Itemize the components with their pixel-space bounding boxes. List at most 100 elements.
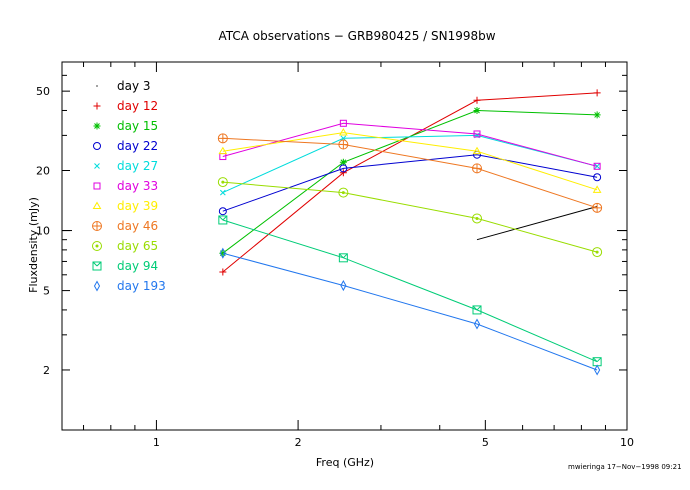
data-point: [219, 247, 226, 259]
data-point: [473, 130, 481, 138]
legend-item: day 33: [93, 179, 158, 193]
data-point: [593, 89, 601, 97]
data-point: [93, 122, 101, 130]
series-group: [217, 89, 603, 376]
series-line: [222, 122, 598, 167]
series-day-193: [219, 247, 601, 376]
series-day-65: [217, 177, 603, 258]
data-point: [473, 106, 481, 114]
data-point: [92, 221, 102, 231]
series-day-94: [218, 215, 602, 367]
data-point: [93, 102, 101, 110]
y-tick-label: 20: [36, 165, 50, 178]
x-tick-label: 10: [620, 436, 634, 449]
data-point: [218, 207, 227, 216]
legend: day 3 day 12 day 15 day 22 day 27 day 33 day 3…: [92, 79, 166, 293]
x-axis-ticks: 1 2 5 10: [83, 62, 634, 449]
data-point: [217, 133, 228, 144]
data-point: [472, 305, 482, 315]
series-line: [222, 137, 598, 209]
legend-item: day 193: [93, 279, 166, 293]
data-point: [93, 182, 101, 190]
data-point: [339, 164, 348, 173]
y-axis-ticks: 2 5 10 20 50: [36, 61, 627, 431]
x-tick-label: 1: [153, 436, 160, 449]
data-point: [93, 142, 101, 150]
legend-item: day 3: [96, 79, 151, 93]
series-line: [222, 181, 598, 253]
legend-item: day 12: [93, 99, 158, 113]
data-point: [594, 163, 600, 170]
legend-item: day 94: [92, 259, 158, 273]
data-point: [93, 280, 101, 292]
x-tick-label: 2: [295, 436, 302, 449]
data-point: [593, 111, 601, 119]
legend-item: day 15: [93, 119, 158, 133]
legend-item: day 46: [92, 219, 158, 233]
legend-label: day 27: [117, 159, 158, 173]
chart-title: ATCA observations − GRB980425 / SN1998bw: [218, 29, 495, 43]
x-axis-label: Freq (GHz): [316, 456, 374, 469]
y-tick-label: 2: [43, 364, 50, 377]
plot-frame: [61, 61, 628, 431]
series-line: [222, 219, 598, 363]
data-point: [593, 173, 602, 182]
legend-item: day 27: [94, 159, 158, 173]
series-line: [222, 154, 598, 212]
legend-item: day 65: [92, 239, 158, 253]
data-point: [473, 96, 481, 104]
data-point: [218, 215, 228, 225]
legend-item: day 22: [93, 139, 158, 153]
data-point: [593, 162, 601, 170]
data-point: [592, 202, 603, 213]
legend-label: day 39: [117, 199, 158, 213]
data-point: [219, 268, 227, 276]
legend-label: day 193: [117, 279, 166, 293]
legend-label: day 12: [117, 99, 158, 113]
y-axis-label: Fluxdensity (mJy): [27, 197, 40, 293]
data-point: [592, 247, 603, 258]
data-point: [94, 163, 100, 169]
data-point: [339, 169, 347, 177]
data-point: [218, 146, 228, 155]
series-line: [476, 206, 598, 241]
data-point: [96, 85, 98, 87]
legend-label: day 46: [117, 219, 158, 233]
data-point: [472, 146, 482, 155]
series-day-46: [217, 133, 603, 213]
x-tick-label: 5: [482, 436, 489, 449]
series-line: [222, 252, 598, 371]
data-point: [473, 318, 481, 330]
data-point: [339, 119, 347, 127]
data-point: [92, 201, 102, 209]
legend-label: day 15: [117, 119, 158, 133]
plot-frame-rect: [61, 61, 628, 431]
data-point: [219, 189, 226, 196]
data-point: [594, 364, 601, 376]
series-line: [222, 134, 598, 194]
legend-label: day 3: [117, 79, 151, 93]
y-tick-label: 10: [36, 225, 50, 238]
data-point: [338, 187, 349, 198]
data-point: [472, 163, 483, 174]
data-point: [339, 158, 347, 166]
legend-label: day 65: [117, 239, 158, 253]
data-point: [338, 139, 349, 150]
y-tick-label: 50: [36, 85, 50, 98]
data-point: [338, 253, 348, 263]
data-point: [472, 213, 483, 224]
legend-label: day 22: [117, 139, 158, 153]
legend-label: day 33: [117, 179, 158, 193]
data-point: [340, 280, 347, 292]
data-point: [338, 128, 348, 136]
data-point: [92, 241, 102, 251]
data-point: [217, 177, 228, 188]
legend-item: day 39: [92, 199, 158, 213]
legend-label: day 94: [117, 259, 158, 273]
y-tick-label: 5: [43, 285, 50, 298]
data-point: [92, 261, 102, 271]
data-point: [592, 185, 602, 193]
footer-credit: mwieringa 17−Nov−1998 09:21: [568, 463, 682, 471]
series-day-3: [476, 206, 598, 241]
